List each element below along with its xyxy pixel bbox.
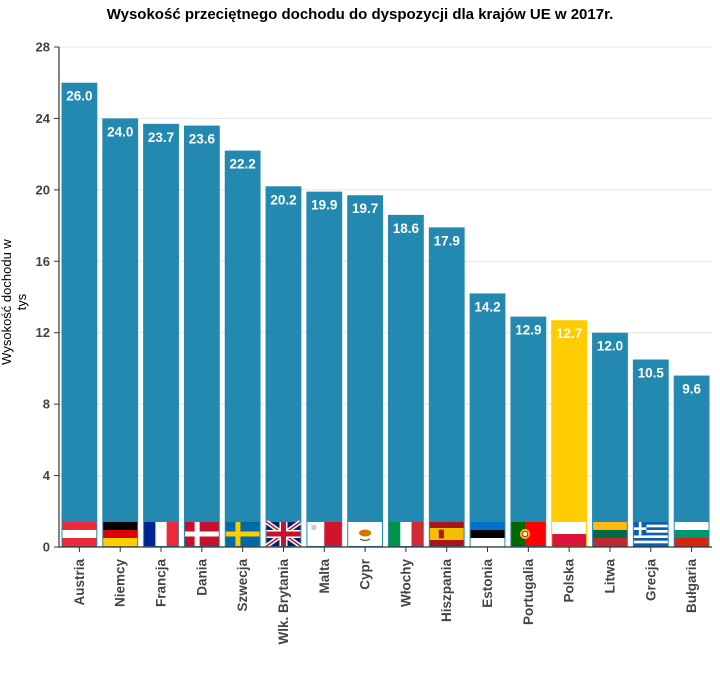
x-tick-label: Litwa — [602, 559, 617, 594]
lithuania-flag — [593, 522, 627, 547]
data-label: 12.0 — [597, 339, 623, 354]
data-label: 22.2 — [230, 157, 256, 172]
y-tick-label: 24 — [36, 111, 51, 126]
bar — [592, 332, 628, 547]
austria-flag — [62, 522, 97, 547]
bar — [61, 82, 98, 547]
france-flag — [144, 522, 179, 546]
x-tick-label: Francja — [154, 559, 169, 608]
y-tick-label: 12 — [36, 325, 50, 340]
data-label: 12.9 — [515, 323, 541, 338]
data-label: 19.7 — [352, 201, 378, 216]
malta-flag — [307, 522, 342, 546]
bar — [102, 118, 139, 547]
italy-flag — [389, 522, 424, 546]
x-tick-label: Szwecja — [235, 559, 250, 612]
data-label: 17.9 — [434, 233, 460, 248]
x-tick-label: Wlk. Brytania — [276, 559, 291, 645]
x-tick-label: Dania — [194, 559, 209, 596]
bar — [183, 125, 220, 548]
x-tick-label: Portugalia — [521, 559, 536, 626]
x-tick-label: Hiszpania — [439, 559, 454, 623]
x-tick-label: Cypr — [358, 558, 373, 590]
data-label: 9.6 — [682, 382, 701, 397]
y-tick-label: 4 — [43, 468, 51, 483]
data-label: 24.0 — [107, 124, 133, 139]
bar — [388, 214, 424, 547]
data-label: 26.0 — [66, 89, 92, 104]
bar — [551, 320, 588, 547]
bar — [673, 375, 710, 547]
x-tick-label: Bułgaria — [684, 559, 699, 614]
bar — [143, 123, 179, 548]
chart-title: Wysokość przeciętnego dochodu do dyspozy… — [106, 6, 614, 23]
data-label: 10.5 — [638, 366, 665, 381]
x-tick-label: Niemcy — [113, 559, 128, 608]
data-label: 23.6 — [189, 132, 216, 147]
x-tick-label: Włochy — [398, 559, 413, 607]
data-label: 19.9 — [311, 198, 337, 213]
x-tick-label: Grecja — [643, 559, 658, 602]
denmark-flag — [184, 522, 219, 546]
bar — [306, 191, 343, 547]
bar — [347, 195, 383, 547]
y-tick-label: 8 — [43, 397, 50, 412]
sweden-flag — [225, 522, 260, 546]
cyprus-flag — [348, 522, 382, 546]
bar — [265, 186, 302, 548]
bar — [428, 227, 465, 547]
x-tick-label: Estonia — [480, 559, 495, 608]
estonia-flag — [470, 522, 505, 547]
data-label: 20.2 — [270, 192, 296, 207]
y-tick-label: 16 — [36, 254, 50, 269]
x-tick-label: Austria — [72, 559, 87, 606]
bulgaria-flag — [674, 522, 709, 547]
y-tick-label: 0 — [43, 540, 50, 555]
data-label: 14.2 — [474, 299, 500, 314]
data-label: 18.6 — [393, 221, 420, 236]
bar — [469, 293, 506, 547]
y-tick-label: 28 — [36, 40, 50, 55]
poland-flag — [552, 522, 587, 547]
germany-flag — [103, 522, 138, 547]
x-tick-label: Polska — [562, 559, 577, 603]
data-label: 23.7 — [148, 130, 174, 145]
bar — [510, 316, 547, 547]
portugal-flag — [511, 522, 546, 546]
greece-flag — [633, 522, 668, 547]
spain-flag — [429, 522, 464, 546]
data-label: 12.7 — [556, 326, 582, 341]
bar — [224, 150, 261, 548]
x-tick-label: Malta — [317, 559, 332, 594]
bar — [632, 359, 669, 547]
y-tick-label: 20 — [36, 182, 50, 197]
uk-flag — [265, 520, 302, 548]
